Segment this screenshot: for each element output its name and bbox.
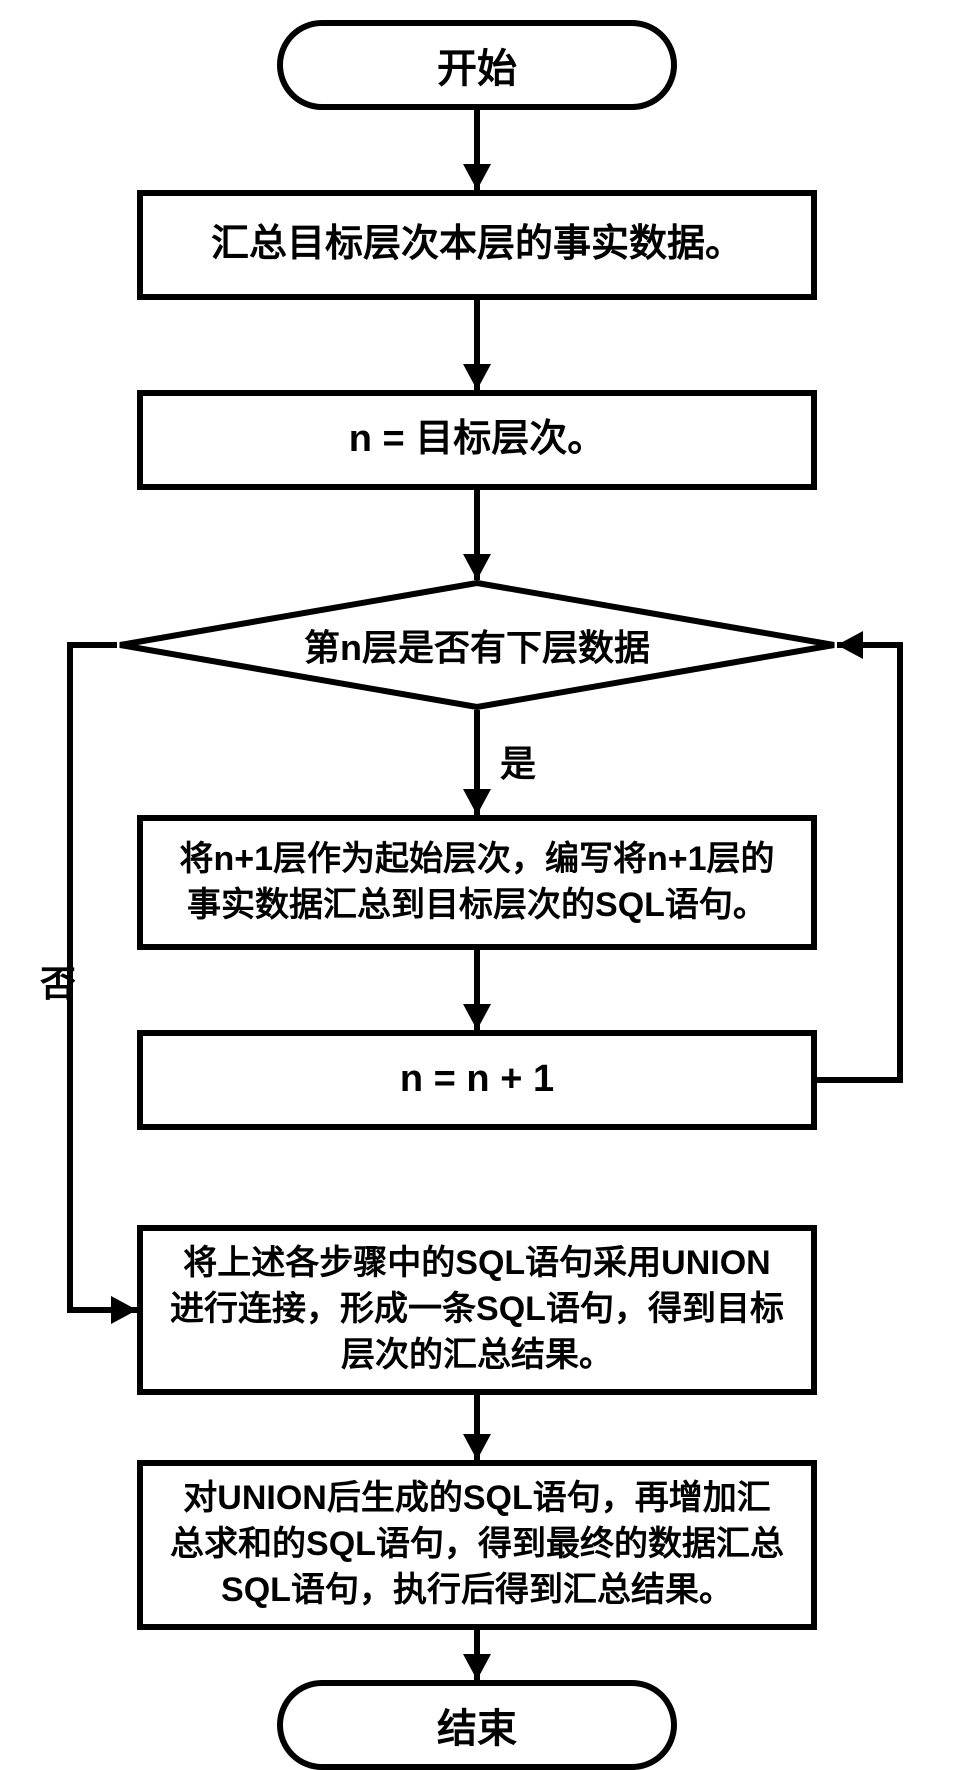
arrowhead-p4-loop-d1 xyxy=(837,631,863,659)
arrowhead-d1-p3 xyxy=(463,789,491,815)
terminator-start: 开始 xyxy=(277,20,677,110)
flowchart-canvas: 开始汇总目标层次本层的事实数据。 n = 目标层次。第n层是否有下层数据将n+1层… xyxy=(0,0,954,1732)
node-text-p1: 汇总目标层次本层的事实数据。 xyxy=(211,219,743,270)
decision-text-d1: 第n层是否有下层数据 xyxy=(117,580,837,710)
label-yes: 是 xyxy=(500,735,536,787)
node-text-start: 开始 xyxy=(437,36,517,94)
process-p4: n = n + 1 xyxy=(137,1030,817,1130)
arrowhead-p3-p4 xyxy=(463,1004,491,1030)
node-text-p5: 将上述各步骤中的SQL语句采用UNION 进行连接，形成一条SQL语句，得到目标… xyxy=(170,1241,784,1379)
decision-d1: 第n层是否有下层数据 xyxy=(117,580,837,710)
process-p6: 对UNION后生成的SQL语句，再增加汇 总求和的SQL语句，得到最终的数据汇总… xyxy=(137,1460,817,1630)
arrow-d1-no-p5 xyxy=(70,645,137,1310)
terminator-end: 结束 xyxy=(277,1680,677,1770)
arrowhead-p1-p2 xyxy=(463,364,491,390)
arrowhead-p5-p6 xyxy=(463,1434,491,1460)
node-text-p2: n = 目标层次。 xyxy=(349,414,606,465)
arrowhead-start-p1 xyxy=(463,164,491,190)
node-text-p4: n = n + 1 xyxy=(400,1054,554,1105)
arrowhead-p6-end xyxy=(463,1654,491,1680)
arrow-p4-loop-d1 xyxy=(817,645,900,1080)
process-p1: 汇总目标层次本层的事实数据。 xyxy=(137,190,817,300)
process-p2: n = 目标层次。 xyxy=(137,390,817,490)
label-no: 否 xyxy=(40,955,76,1007)
process-p3: 将n+1层作为起始层次，编写将n+1层的 事实数据汇总到目标层次的SQL语句。 xyxy=(137,815,817,950)
node-text-end: 结束 xyxy=(437,1696,517,1754)
node-text-p6: 对UNION后生成的SQL语句，再增加汇 总求和的SQL语句，得到最终的数据汇总… xyxy=(170,1476,784,1614)
arrowhead-d1-no-p5 xyxy=(111,1296,137,1324)
node-text-p3: 将n+1层作为起始层次，编写将n+1层的 事实数据汇总到目标层次的SQL语句。 xyxy=(179,837,774,929)
arrowhead-p2-d1 xyxy=(463,554,491,580)
process-p5: 将上述各步骤中的SQL语句采用UNION 进行连接，形成一条SQL语句，得到目标… xyxy=(137,1225,817,1395)
